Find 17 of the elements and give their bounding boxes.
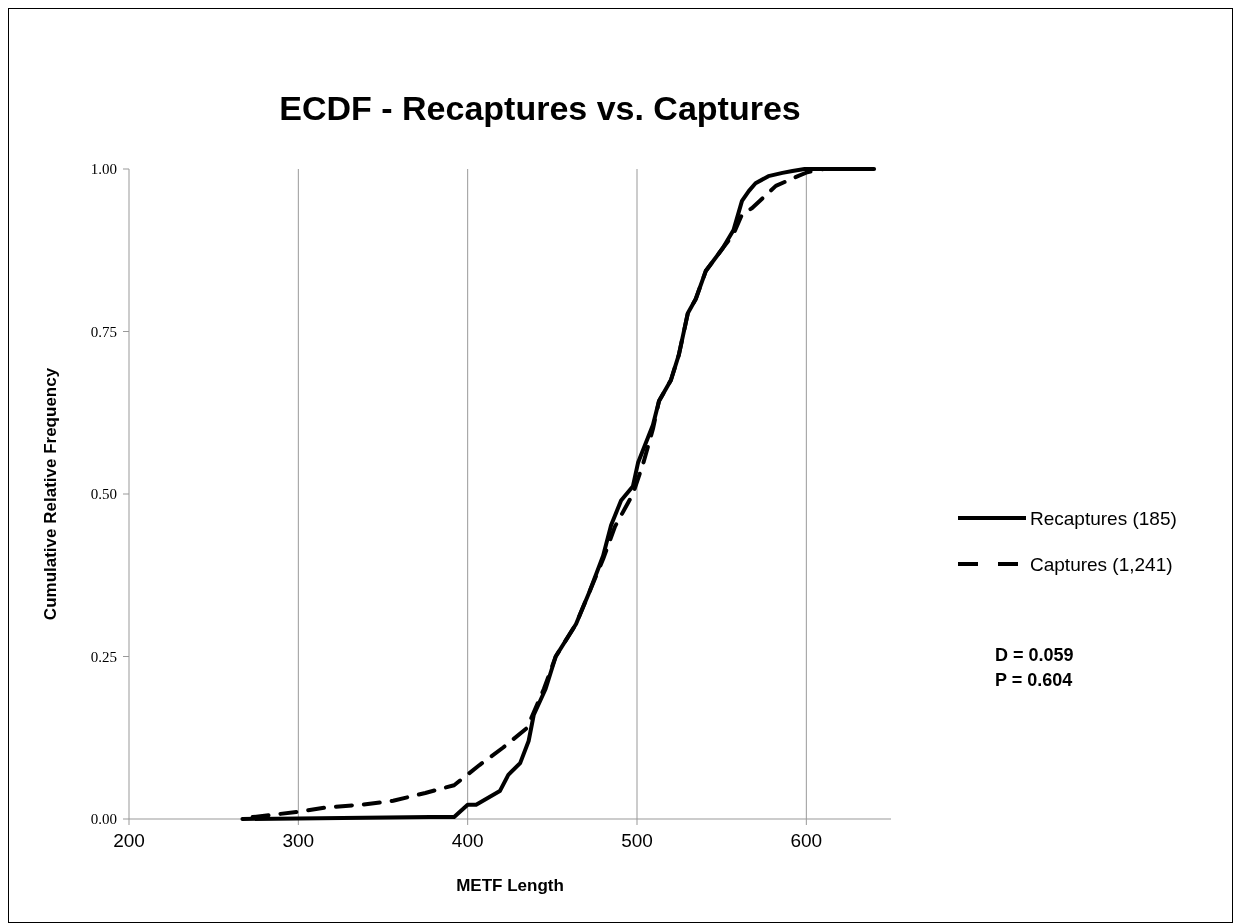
- text: D = 0.059: [995, 645, 1074, 665]
- x-tick-label: 200: [113, 830, 145, 851]
- x-tick-label: 600: [790, 830, 823, 851]
- legend-label: Recaptures (185): [1030, 508, 1177, 529]
- y-tick-label: 0.75: [90, 323, 117, 340]
- x-tick-label: 500: [621, 830, 653, 851]
- y-axis-title: Cumulative Relative Frequency: [41, 367, 60, 621]
- x-tick-label: 300: [282, 830, 315, 851]
- y-tick-label: 0.50: [90, 486, 117, 502]
- y-tick-label: 0.00: [90, 811, 117, 827]
- text: P = 0.604: [995, 670, 1073, 690]
- chart-title: ECDF - Recaptures vs. Captures: [279, 89, 801, 127]
- x-tick-label: 400: [451, 830, 484, 851]
- legend-label: Captures (1,241): [1030, 554, 1173, 575]
- x-axis-title: METF Length: [456, 876, 564, 895]
- y-tick-label: 0.25: [90, 648, 117, 665]
- y-tick-label: 1.00: [90, 161, 117, 177]
